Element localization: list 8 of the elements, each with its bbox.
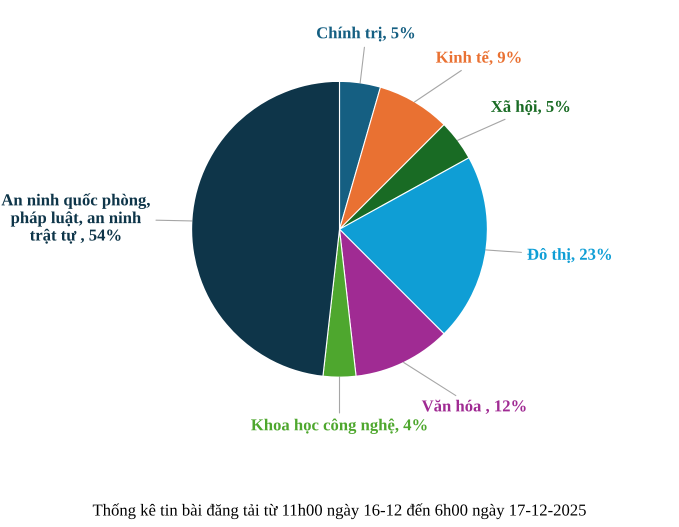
slice-label: Xã hội, 5% bbox=[491, 100, 570, 116]
slice-label: An ninh quốc phòng, pháp luật, an ninh trật tự , 54% bbox=[2, 193, 150, 244]
slice-label: Khoa học công nghệ, 4% bbox=[251, 418, 427, 434]
slice-label: Chính trị, 5% bbox=[317, 26, 414, 42]
slice-label: Văn hóa , 12% bbox=[422, 400, 526, 414]
slice-label: Đô thị, 23% bbox=[527, 248, 612, 263]
text: Thống kê tin bài đăng tải từ 11h00 ngày 16-12 đến 6h00 ngày 17-12-2025 bbox=[92, 503, 586, 520]
slice-label: Kinh tế, 9% bbox=[436, 50, 521, 66]
